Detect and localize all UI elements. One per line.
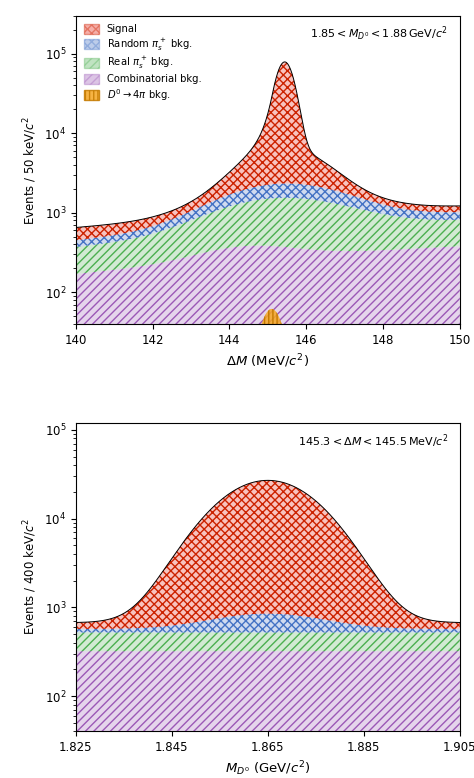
Text: $1.85 < M_{D^0} < 1.88\,\mathrm{GeV}/c^2$: $1.85 < M_{D^0} < 1.88\,\mathrm{GeV}/c^2… [310, 25, 448, 44]
Y-axis label: Events / 50 keV/$c^2$: Events / 50 keV/$c^2$ [21, 115, 39, 225]
X-axis label: $M_{D^0}$ (GeV/$c^2$): $M_{D^0}$ (GeV/$c^2$) [225, 759, 310, 778]
Legend: Signal, Random $\pi_s^+$ bkg., Real $\pi_s^+$ bkg., Combinatorial bkg., $D^0 \to: Signal, Random $\pi_s^+$ bkg., Real $\pi… [81, 20, 205, 106]
Y-axis label: Events / 400 keV/$c^2$: Events / 400 keV/$c^2$ [21, 519, 39, 636]
X-axis label: $\Delta M$ (MeV/$c^2$): $\Delta M$ (MeV/$c^2$) [226, 352, 310, 370]
Text: $145.3 < \Delta M < 145.5\,\mathrm{MeV}/c^2$: $145.3 < \Delta M < 145.5\,\mathrm{MeV}/… [298, 432, 448, 450]
